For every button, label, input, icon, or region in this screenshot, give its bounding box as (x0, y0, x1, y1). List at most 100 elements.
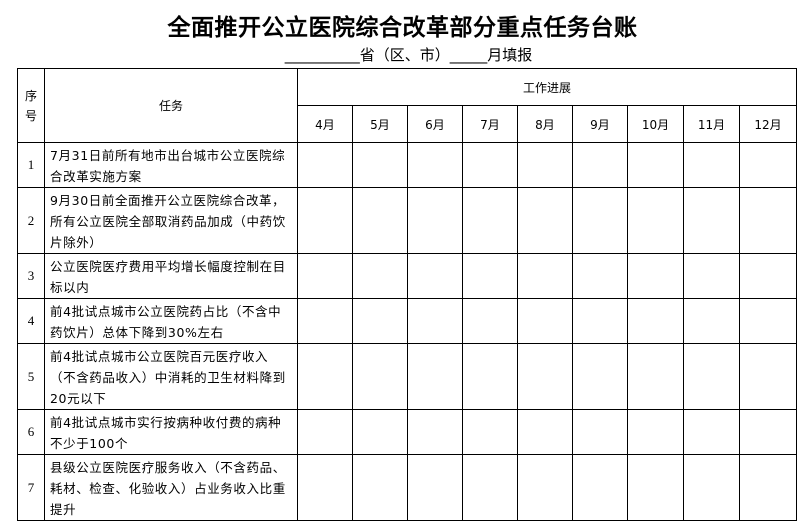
progress-cell[interactable] (462, 343, 518, 410)
progress-cell[interactable] (352, 409, 408, 455)
progress-cell[interactable] (462, 253, 518, 299)
row-index: 5 (17, 343, 45, 410)
header-month: 7月 (462, 105, 518, 143)
progress-cell[interactable] (517, 253, 573, 299)
progress-cell[interactable] (683, 142, 740, 188)
progress-cell[interactable] (517, 343, 573, 410)
row-index: 2 (17, 187, 45, 254)
progress-cell[interactable] (297, 454, 353, 521)
progress-cell[interactable] (738, 142, 798, 188)
progress-cell[interactable] (572, 343, 628, 410)
progress-cell[interactable] (738, 298, 798, 344)
progress-cell[interactable] (627, 409, 684, 455)
progress-cell[interactable] (627, 142, 684, 188)
header-progress: 工作进展 (296, 68, 798, 106)
document-subtitle: __________省（区、市）_____月填报 (284, 46, 533, 64)
progress-cell[interactable] (352, 454, 408, 521)
header-month: 11月 (683, 105, 740, 143)
header-task: 任务 (44, 68, 298, 143)
progress-cell[interactable] (297, 409, 353, 455)
row-task: 7月31日前所有地市出台城市公立医院综合改革实施方案 (44, 142, 298, 188)
row-task: 前4批试点城市公立医院药占比（不含中药饮片）总体下降到30%左右 (44, 298, 298, 344)
progress-cell[interactable] (627, 454, 684, 521)
progress-cell[interactable] (738, 343, 798, 410)
progress-cell[interactable] (462, 454, 518, 521)
header-month: 12月 (738, 105, 798, 143)
row-index: 3 (17, 253, 45, 299)
progress-cell[interactable] (352, 343, 408, 410)
progress-cell[interactable] (572, 454, 628, 521)
table-row: 3 公立医院医疗费用平均增长幅度控制在目标以内 (17, 253, 798, 299)
progress-cell[interactable] (572, 409, 628, 455)
progress-cell[interactable] (683, 298, 740, 344)
header-month: 4月 (297, 105, 353, 143)
progress-cell[interactable] (627, 298, 684, 344)
row-task: 前4批试点城市实行按病种收付费的病种不少于100个 (44, 409, 298, 455)
progress-cell[interactable] (572, 253, 628, 299)
row-index: 6 (17, 409, 45, 455)
header-month: 6月 (407, 105, 463, 143)
progress-cell[interactable] (462, 409, 518, 455)
progress-cell[interactable] (462, 142, 518, 188)
row-task: 公立医院医疗费用平均增长幅度控制在目标以内 (44, 253, 298, 299)
progress-cell[interactable] (572, 142, 628, 188)
header-month: 9月 (572, 105, 628, 143)
progress-cell[interactable] (683, 187, 740, 254)
header-index: 序号 (17, 68, 45, 143)
progress-cell[interactable] (517, 187, 573, 254)
progress-cell[interactable] (407, 187, 463, 254)
progress-cell[interactable] (738, 187, 798, 254)
progress-cell[interactable] (683, 454, 740, 521)
progress-cell[interactable] (352, 187, 408, 254)
row-index: 1 (17, 142, 45, 188)
header-month: 10月 (627, 105, 684, 143)
row-index: 7 (17, 454, 45, 521)
table-row: 1 7月31日前所有地市出台城市公立医院综合改革实施方案 (17, 142, 798, 188)
document-title: 全面推开公立医院综合改革部分重点任务台账 (167, 15, 638, 41)
progress-cell[interactable] (297, 343, 353, 410)
progress-cell[interactable] (738, 454, 798, 521)
row-task: 县级公立医院医疗服务收入（不含药品、耗材、检查、化验收入）占业务收入比重提升 (44, 454, 298, 521)
progress-cell[interactable] (738, 409, 798, 455)
header-month: 8月 (517, 105, 573, 143)
progress-cell[interactable] (407, 142, 463, 188)
progress-cell[interactable] (352, 298, 408, 344)
table-row: 5 前4批试点城市公立医院百元医疗收入（不含药品收入）中消耗的卫生材料降到20元以… (17, 343, 798, 410)
progress-cell[interactable] (462, 187, 518, 254)
progress-cell[interactable] (462, 298, 518, 344)
progress-cell[interactable] (627, 253, 684, 299)
progress-cell[interactable] (683, 343, 740, 410)
header-month: 5月 (352, 105, 408, 143)
table-row: 6 前4批试点城市实行按病种收付费的病种不少于100个 (17, 409, 798, 455)
progress-cell[interactable] (297, 253, 353, 299)
progress-cell[interactable] (517, 298, 573, 344)
header-index-label: 序号 (24, 88, 37, 123)
progress-cell[interactable] (297, 142, 353, 188)
progress-cell[interactable] (407, 409, 463, 455)
progress-cell[interactable] (352, 142, 408, 188)
progress-cell[interactable] (407, 454, 463, 521)
row-task: 前4批试点城市公立医院百元医疗收入（不含药品收入）中消耗的卫生材料降到20元以下 (44, 343, 298, 410)
table-row: 7 县级公立医院医疗服务收入（不含药品、耗材、检查、化验收入）占业务收入比重提升 (17, 454, 798, 521)
progress-cell[interactable] (572, 187, 628, 254)
progress-cell[interactable] (572, 298, 628, 344)
progress-cell[interactable] (517, 454, 573, 521)
progress-cell[interactable] (407, 343, 463, 410)
progress-cell[interactable] (627, 343, 684, 410)
table-row: 2 9月30日前全面推开公立医院综合改革，所有公立医院全部取消药品加成（中药饮片除… (17, 187, 798, 254)
progress-cell[interactable] (297, 187, 353, 254)
progress-cell[interactable] (683, 253, 740, 299)
progress-cell[interactable] (517, 409, 573, 455)
table-row: 4 前4批试点城市公立医院药占比（不含中药饮片）总体下降到30%左右 (17, 298, 798, 344)
progress-cell[interactable] (407, 253, 463, 299)
progress-cell[interactable] (352, 253, 408, 299)
progress-cell[interactable] (683, 409, 740, 455)
row-task: 9月30日前全面推开公立医院综合改革，所有公立医院全部取消药品加成（中药饮片除外… (44, 187, 298, 254)
progress-cell[interactable] (627, 187, 684, 254)
task-ledger-table: 序号 任务 工作进展 4月 5月 6月 7月 8月 9月 10月 11月 12月 1 7月31日前… (17, 68, 798, 521)
progress-cell[interactable] (738, 253, 798, 299)
progress-cell[interactable] (297, 298, 353, 344)
row-index: 4 (17, 298, 45, 344)
progress-cell[interactable] (517, 142, 573, 188)
progress-cell[interactable] (407, 298, 463, 344)
